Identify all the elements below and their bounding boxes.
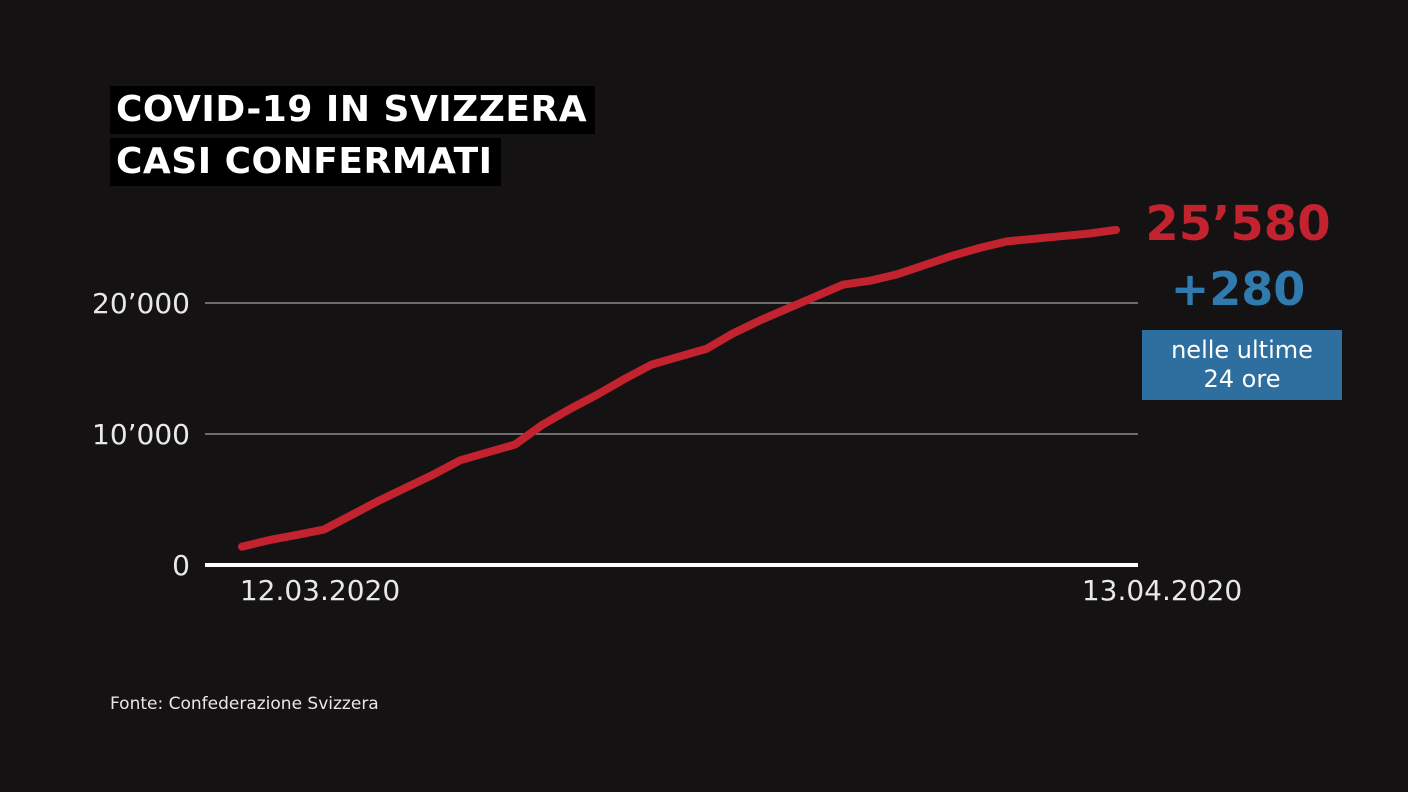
- y-tick-label: 10’000: [92, 418, 190, 451]
- caption-line-1: nelle ultime: [1171, 336, 1313, 364]
- grid-lines: [205, 302, 1138, 567]
- daily-increase-label: +280: [1170, 262, 1306, 316]
- x-tick-label-start: 12.03.2020: [240, 574, 400, 607]
- y-tick-label: 0: [172, 549, 190, 582]
- y-tick-label: 20’000: [92, 287, 190, 320]
- x-tick-label-end: 13.04.2020: [1082, 574, 1242, 607]
- caption-line-2: 24 ore: [1203, 365, 1281, 393]
- chart-title-line-1: COVID-19 IN SVIZZERA: [110, 86, 596, 134]
- chart-title-line-2: CASI CONFERMATI: [110, 138, 501, 186]
- latest-value-label: 25’580: [1145, 196, 1331, 252]
- x-tick-labels: 12.03.2020 13.04.2020: [240, 574, 1242, 607]
- series-line-confirmed-cases: [238, 225, 1120, 551]
- daily-increase-caption: nelle ultime 24 ore: [1142, 330, 1342, 400]
- source-note: Fonte: Confederazione Svizzera: [110, 694, 379, 714]
- series-group: [238, 225, 1120, 551]
- y-tick-labels: 0 10’000 20’000: [92, 287, 190, 582]
